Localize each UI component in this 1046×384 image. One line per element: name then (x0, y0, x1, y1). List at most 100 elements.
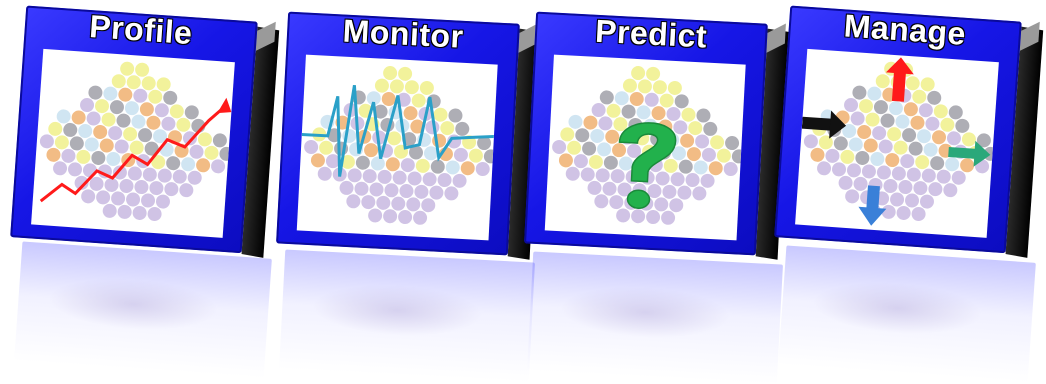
atom-sphere (725, 136, 740, 151)
atom-sphere (610, 169, 625, 184)
atom-sphere (582, 141, 597, 156)
atom-sphere (803, 134, 818, 149)
atom-lattice-graphic (552, 66, 746, 225)
atom-sphere (833, 136, 848, 151)
atom-sphere (138, 128, 153, 143)
atom-sphere (163, 90, 178, 105)
atom-sphere (875, 74, 890, 89)
atom-sphere (603, 155, 618, 170)
atom-sphere (135, 62, 150, 77)
atom-sphere (101, 112, 116, 127)
atom-sphere (39, 134, 54, 149)
atom-sphere (637, 79, 652, 94)
atom-sphere (114, 139, 129, 154)
atom-sphere (661, 210, 676, 225)
atom-sphere (920, 77, 935, 92)
atom-sphere (433, 107, 448, 122)
trend-arrow-head-icon (217, 97, 232, 114)
atom-sphere (172, 169, 187, 184)
atom-sphere (142, 167, 157, 182)
atom-sphere (455, 121, 470, 136)
atom-sphere (890, 192, 905, 207)
atom-sphere (951, 170, 966, 185)
atom-sphere (437, 173, 452, 188)
atom-sphere (116, 113, 131, 128)
atom-sphere (575, 128, 590, 143)
atom-sphere (126, 192, 141, 207)
atom-sphere (903, 102, 918, 117)
predict-picture (544, 54, 746, 241)
atom-sphere (197, 132, 212, 147)
atom-sphere (184, 105, 199, 120)
atom-sphere (622, 78, 637, 93)
manage-panel[interactable]: Manage (774, 5, 1044, 258)
monitor-panel[interactable]: Monitor (276, 11, 542, 260)
atom-sphere (126, 75, 141, 90)
atom-sphere (86, 111, 101, 126)
atom-sphere (631, 209, 646, 224)
atom-sphere (701, 147, 716, 162)
atom-sphere (368, 208, 383, 223)
atom-sphere (955, 118, 970, 133)
atom-lattice-graphic (301, 66, 498, 225)
atom-sphere (917, 129, 932, 144)
atom-sphere (853, 176, 868, 191)
atom-sphere (387, 131, 402, 146)
atom-sphere (616, 208, 631, 223)
atom-sphere (842, 123, 857, 138)
atom-sphere (646, 210, 661, 225)
atom-sphere (410, 119, 425, 134)
atom-sphere (432, 133, 447, 148)
atom-sphere (852, 85, 867, 100)
manage-picture (795, 48, 999, 238)
atom-sphere (74, 175, 89, 190)
atom-sphere (468, 148, 483, 163)
atom-sphere (716, 148, 731, 163)
atom-sphere (870, 152, 885, 167)
atom-sphere (627, 143, 642, 158)
atom-sphere (370, 156, 385, 171)
atom-sphere (902, 128, 917, 143)
atom-sphere (617, 182, 632, 197)
profile-picture (31, 48, 235, 238)
rising-trend-line (39, 104, 227, 203)
profile-panel[interactable]: Profile (10, 5, 280, 258)
predict-panel[interactable]: Predict (524, 11, 790, 260)
atom-sphere (580, 167, 595, 182)
atom-sphere (48, 121, 63, 136)
atom-sphere (865, 112, 880, 127)
atom-sphere (369, 182, 384, 197)
atom-sphere (606, 103, 621, 118)
atom-sphere (896, 205, 911, 220)
atom-sphere (647, 184, 662, 199)
atom-sphere (144, 141, 159, 156)
atom-sphere (119, 178, 134, 193)
atom-sphere (127, 166, 142, 181)
atom-sphere (848, 137, 863, 152)
atom-sphere (880, 113, 895, 128)
atom-sphere (905, 193, 920, 208)
atom-sphere (81, 189, 96, 204)
atom-sphere (189, 144, 204, 159)
atom-sphere (840, 149, 855, 164)
atom-sphere (408, 145, 423, 160)
atom-sphere (695, 134, 710, 149)
atom-sphere (883, 178, 898, 193)
atom-sphere (373, 104, 388, 119)
atom-sphere (346, 194, 361, 209)
atom-sphere (838, 175, 853, 190)
atom-sphere (688, 121, 703, 136)
atom-sphere (317, 166, 332, 181)
atom-sphere (888, 101, 903, 116)
atom-sphere (452, 173, 467, 188)
atom-sphere (845, 189, 860, 204)
atom-sphere (212, 133, 227, 148)
atom-sphere (925, 116, 940, 131)
atom-sphere (132, 205, 147, 220)
atom-sphere (103, 86, 118, 101)
atom-sphere (53, 161, 68, 176)
arrow-right-green-icon (948, 140, 991, 167)
atom-sphere (844, 98, 859, 113)
atom-sphere (381, 91, 396, 106)
atom-sphere (583, 115, 598, 130)
